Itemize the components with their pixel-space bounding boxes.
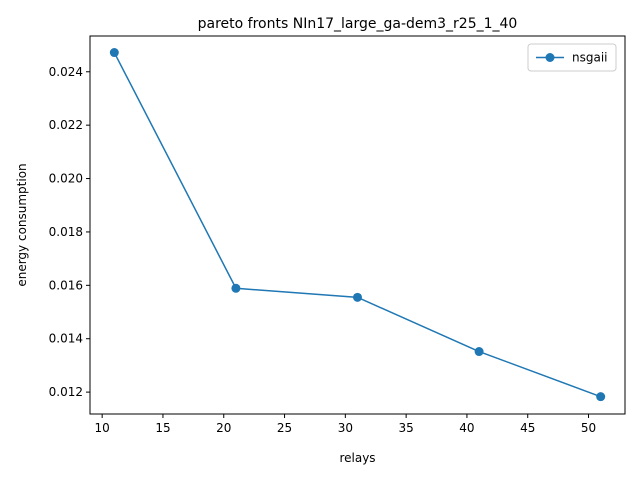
x-tick-label: 25 — [277, 421, 292, 435]
x-axis-label: relays — [339, 451, 375, 465]
legend: nsgaii — [527, 43, 617, 72]
x-tick-label: 20 — [216, 421, 231, 435]
plot-area: 10 15 20 25 30 35 40 45 50 0.012 0.014 0.016 0.018 0.… — [49, 35, 626, 435]
x-tick-label: 30 — [338, 421, 353, 435]
legend-marker — [545, 53, 555, 62]
y-tick-label: 0.012 — [49, 385, 83, 399]
legend-box — [527, 43, 617, 72]
x-tick-label: 40 — [459, 421, 474, 435]
x-tick-label: 15 — [155, 421, 170, 435]
y-axis-label: energy consumption — [15, 163, 29, 286]
data-point — [353, 292, 362, 302]
axes-frame — [89, 35, 626, 415]
x-tick-label: 10 — [95, 421, 110, 435]
y-tick-label: 0.016 — [49, 278, 83, 292]
data-point — [596, 392, 606, 402]
y-tick-label: 0.024 — [49, 65, 83, 79]
y-tick-label: 0.022 — [49, 118, 83, 132]
legend-label: nsgaii — [572, 51, 608, 65]
y-tick-label: 0.018 — [49, 225, 83, 239]
chart-title: pareto fronts NIn17_large_ga-dem3_r25_1_… — [198, 16, 518, 32]
y-tick-label: 0.014 — [49, 332, 83, 346]
data-point — [474, 347, 484, 357]
data-point — [231, 283, 241, 293]
x-tick-label: 45 — [520, 421, 535, 435]
data-point — [109, 48, 119, 58]
x-tick-label: 35 — [398, 421, 413, 435]
y-tick-label: 0.020 — [49, 172, 83, 186]
x-tick-label: 50 — [581, 421, 596, 435]
